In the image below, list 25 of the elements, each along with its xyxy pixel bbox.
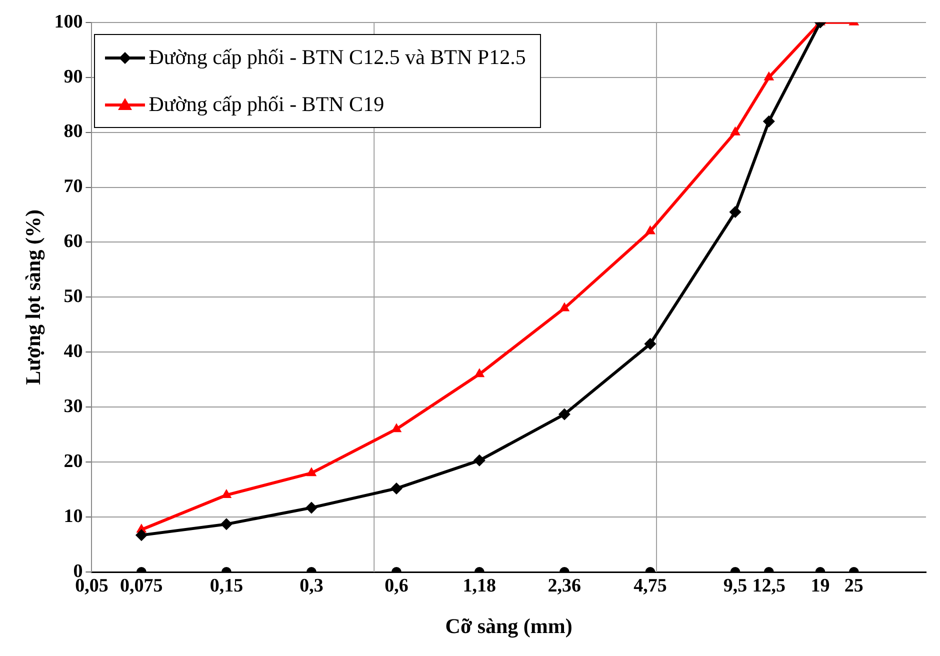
y-axis-title: Lượng lọt sàng (%) [21, 210, 46, 385]
x-tick-label: 12,5 [752, 575, 786, 596]
x-tick-label: 0,3 [300, 575, 324, 596]
x-tick-label: 0,15 [210, 575, 244, 596]
y-tick-label: 30 [64, 396, 83, 418]
x-tick-label: 25 [844, 575, 864, 596]
y-tick-label: 40 [64, 341, 83, 362]
y-tick-label: 20 [64, 450, 83, 472]
x-tick-label: 1,18 [462, 575, 496, 596]
y-tick-label: 80 [64, 121, 83, 142]
legend-label: Đường cấp phối - BTN C19 [148, 92, 384, 118]
y-tick-label: 10 [64, 506, 83, 527]
y-tick-label: 100 [54, 11, 83, 32]
y-tick-label: 90 [64, 66, 83, 88]
x-tick-label: 0,075 [120, 575, 163, 596]
x-tick-label: 2,36 [548, 575, 582, 596]
y-tick-label: 60 [64, 231, 83, 252]
x-tick-label: 9,5 [723, 575, 748, 596]
x-tick-label: 0,6 [384, 575, 408, 596]
legend-label: Đường cấp phối - BTN C12.5 và BTN P12.5 [148, 45, 526, 70]
x-tick-label: 19 [810, 575, 830, 596]
x-tick-label: 4,75 [634, 575, 667, 596]
y-tick-label: 70 [64, 176, 83, 198]
x-axis-title: Cỡ sàng (mm) [445, 614, 572, 638]
y-tick-label: 50 [64, 286, 83, 308]
